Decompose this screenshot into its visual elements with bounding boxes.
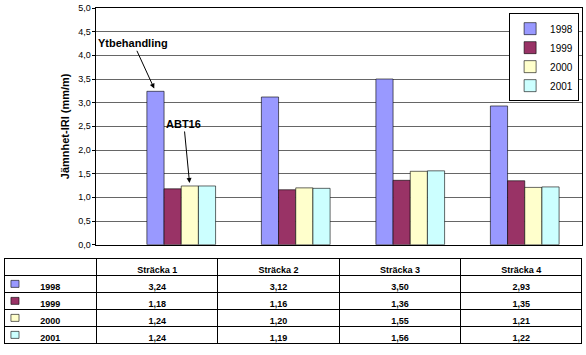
svg-text:1998: 1998 — [40, 282, 60, 292]
svg-text:Sträcka 2: Sträcka 2 — [259, 265, 299, 275]
svg-text:1,5: 1,5 — [78, 169, 91, 179]
svg-text:Sträcka 1: Sträcka 1 — [137, 265, 177, 275]
svg-text:Ytbehandling: Ytbehandling — [98, 37, 168, 49]
svg-text:0,0: 0,0 — [78, 240, 91, 250]
svg-text:0,5: 0,5 — [78, 216, 91, 226]
svg-text:1,35: 1,35 — [513, 299, 531, 309]
svg-text:Sträcka 3: Sträcka 3 — [380, 265, 420, 275]
svg-text:Sträcka 4: Sträcka 4 — [501, 265, 541, 275]
svg-text:2000: 2000 — [550, 62, 573, 73]
svg-text:1,36: 1,36 — [391, 299, 409, 309]
svg-text:1,22: 1,22 — [513, 333, 531, 343]
svg-text:1,24: 1,24 — [148, 333, 166, 343]
svg-text:1,24: 1,24 — [148, 316, 166, 326]
svg-text:3,50: 3,50 — [391, 282, 409, 292]
svg-text:2,93: 2,93 — [513, 282, 531, 292]
svg-text:1,19: 1,19 — [270, 333, 288, 343]
svg-text:2001: 2001 — [40, 333, 60, 343]
svg-text:5,0: 5,0 — [78, 3, 91, 13]
svg-text:1,16: 1,16 — [270, 299, 288, 309]
svg-text:1,18: 1,18 — [148, 299, 166, 309]
svg-text:2,5: 2,5 — [78, 121, 91, 131]
svg-text:1,20: 1,20 — [270, 316, 288, 326]
svg-text:4,0: 4,0 — [78, 50, 91, 60]
svg-text:ABT16: ABT16 — [166, 118, 201, 130]
svg-text:2001: 2001 — [550, 81, 573, 92]
svg-text:3,5: 3,5 — [78, 74, 91, 84]
svg-text:3,0: 3,0 — [78, 98, 91, 108]
svg-text:1,0: 1,0 — [78, 192, 91, 202]
svg-text:2,0: 2,0 — [78, 145, 91, 155]
svg-text:4,5: 4,5 — [78, 27, 91, 37]
svg-text:1,55: 1,55 — [391, 316, 409, 326]
svg-text:Jämnhet-IRI (mm/m): Jämnhet-IRI (mm/m) — [59, 73, 71, 179]
svg-text:1999: 1999 — [40, 299, 60, 309]
svg-text:3,24: 3,24 — [148, 282, 166, 292]
svg-text:3,12: 3,12 — [270, 282, 288, 292]
svg-text:1,56: 1,56 — [391, 333, 409, 343]
svg-text:1998: 1998 — [550, 24, 573, 35]
svg-text:1999: 1999 — [550, 43, 573, 54]
svg-text:2000: 2000 — [40, 316, 60, 326]
svg-text:1,21: 1,21 — [513, 316, 531, 326]
